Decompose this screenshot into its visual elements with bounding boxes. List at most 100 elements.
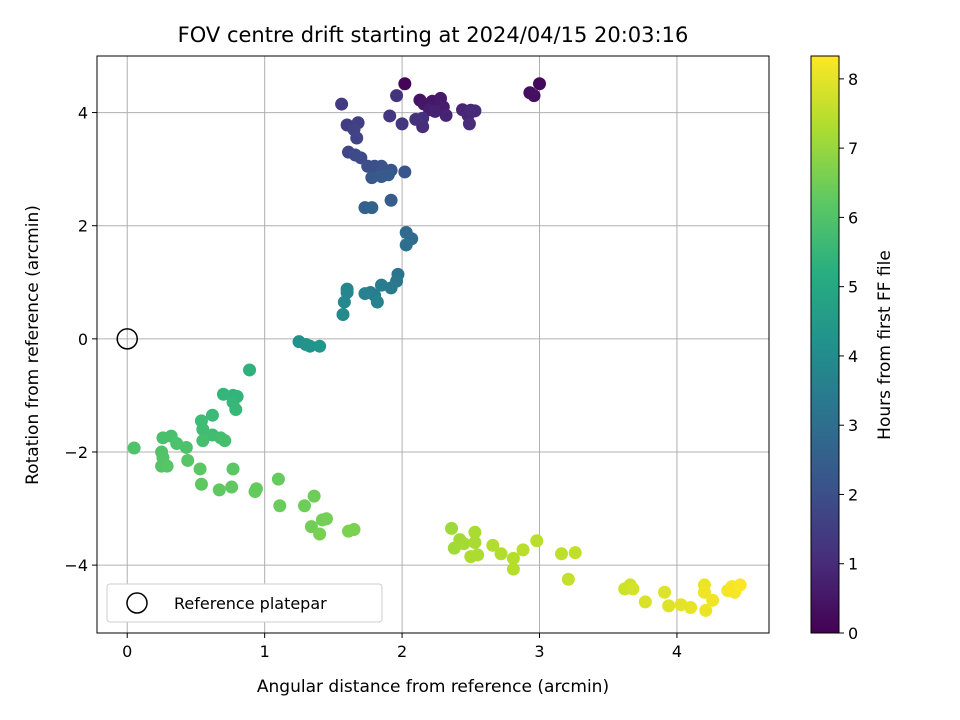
data-point (398, 165, 412, 179)
data-point (384, 193, 398, 207)
y-tick-label: 2 (78, 217, 88, 236)
colorbar: 0 1 2 3 4 5 6 7 8 Hours from first FF file (810, 55, 895, 643)
data-point (303, 339, 317, 353)
data-point (399, 238, 413, 252)
data-point (381, 168, 395, 182)
data-point (179, 440, 193, 454)
data-point (365, 171, 379, 185)
data-point (471, 548, 485, 562)
data-point (533, 77, 547, 91)
data-point (365, 201, 379, 215)
x-tick-label: 0 (122, 642, 132, 661)
data-point (554, 547, 568, 561)
colorbar-tick-label: 8 (848, 70, 858, 89)
colorbar-tick-label: 0 (848, 624, 858, 643)
data-point (568, 546, 582, 560)
data-point (658, 585, 672, 599)
plot-area (96, 55, 770, 634)
data-point (313, 339, 327, 353)
data-point (225, 480, 239, 494)
y-tick-label: 0 (78, 330, 88, 349)
data-point (530, 534, 544, 548)
colorbar-tick-label: 5 (848, 278, 858, 297)
data-point (462, 117, 476, 131)
colorbar-tick-label: 1 (848, 555, 858, 574)
legend: Reference platepar (106, 583, 383, 623)
y-tick-label: 4 (78, 104, 88, 123)
data-point (494, 547, 508, 561)
data-point (212, 483, 226, 497)
colorbar-tick-label: 3 (848, 416, 858, 435)
data-point (374, 278, 388, 292)
data-point (561, 572, 575, 586)
data-point (457, 537, 471, 551)
data-point (468, 535, 482, 549)
x-axis-ticks: 0 1 2 3 4 (122, 633, 682, 661)
data-point (181, 453, 195, 467)
data-point (527, 89, 541, 103)
x-tick-label: 1 (260, 642, 270, 661)
data-point (506, 562, 520, 576)
data-point (699, 603, 713, 617)
x-tick-label: 2 (397, 642, 407, 661)
colorbar-tick-label: 4 (848, 347, 858, 366)
colorbar-gradient (810, 55, 840, 634)
data-point (684, 601, 698, 615)
data-point (358, 287, 372, 301)
data-point (216, 387, 230, 401)
data-point (390, 89, 404, 103)
data-point (127, 441, 141, 455)
data-point (486, 538, 500, 552)
colorbar-tick-label: 2 (848, 485, 858, 504)
plot-background (97, 56, 769, 633)
data-point (398, 77, 412, 91)
data-point (193, 462, 207, 476)
colorbar-label: Hours from first FF file (875, 250, 895, 440)
y-tick-label: −2 (64, 443, 88, 462)
legend-label-reference: Reference platepar (174, 594, 327, 613)
data-point (662, 599, 676, 613)
data-point (194, 477, 208, 491)
y-tick-label: −4 (64, 556, 88, 575)
data-point (335, 97, 349, 111)
data-point (468, 104, 482, 118)
legend-reference-marker (126, 592, 148, 614)
data-point (196, 422, 210, 436)
data-point (370, 295, 384, 309)
data-point (697, 585, 711, 599)
data-point (428, 104, 442, 118)
data-point (506, 551, 520, 565)
data-point (383, 109, 397, 123)
plot-frame (96, 55, 770, 634)
x-tick-label: 4 (672, 642, 682, 661)
x-tick-label: 3 (534, 642, 544, 661)
data-point (516, 543, 530, 557)
data-point (249, 482, 263, 496)
data-point (350, 131, 364, 145)
x-axis-label: Angular distance from reference (arcmin) (257, 677, 609, 697)
data-point (196, 434, 210, 448)
data-point (307, 489, 321, 503)
data-point (439, 108, 453, 122)
data-point (395, 117, 409, 131)
reference-platepar-marker (116, 328, 138, 350)
data-point (468, 525, 482, 539)
data-point (205, 408, 219, 422)
data-point (271, 472, 285, 486)
chart-title: FOV centre drift starting at 2024/04/15 … (178, 23, 689, 47)
data-point (626, 582, 640, 596)
data-point (638, 595, 652, 609)
data-point (409, 112, 423, 126)
data-point (336, 308, 350, 322)
data-point (243, 363, 257, 377)
data-point (313, 527, 327, 541)
data-point (226, 462, 240, 476)
colorbar-ticks: 0 1 2 3 4 5 6 7 8 (839, 70, 858, 643)
data-point (337, 295, 351, 309)
data-point (445, 521, 459, 535)
data-point (160, 459, 174, 473)
data-point (706, 593, 720, 607)
data-point (733, 578, 747, 592)
y-axis-label: Rotation from reference (arcmin) (23, 205, 43, 485)
